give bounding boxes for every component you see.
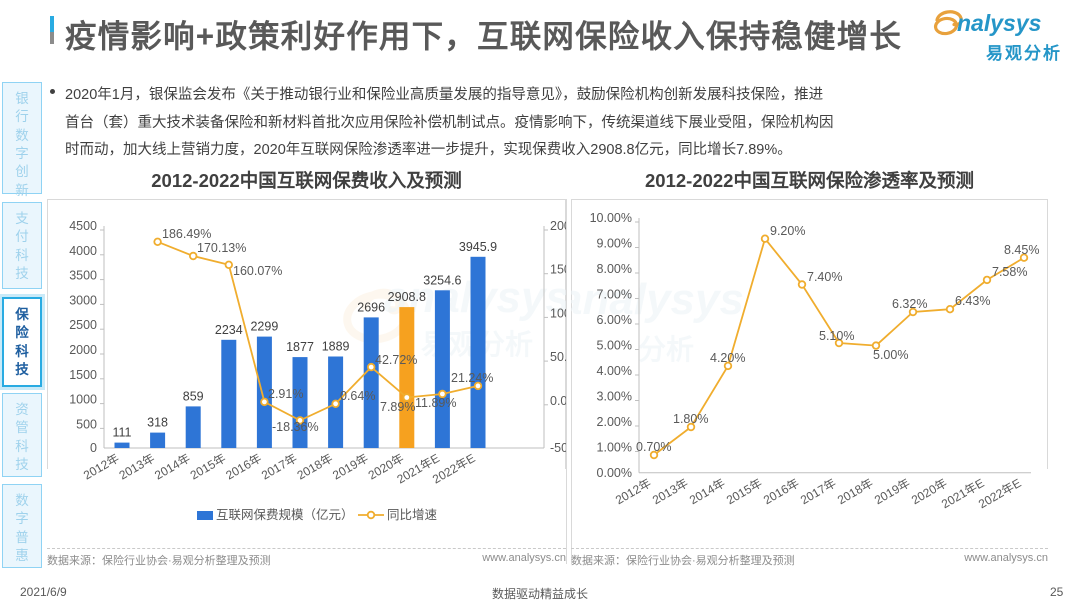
svg-text:2015年: 2015年 <box>188 451 229 482</box>
svg-text:2234: 2234 <box>215 323 243 337</box>
svg-text:2012年: 2012年 <box>613 476 654 507</box>
svg-text:2017年: 2017年 <box>798 476 839 507</box>
svg-text:2014年: 2014年 <box>687 476 728 507</box>
svg-text:2016年: 2016年 <box>223 451 264 482</box>
svg-text:3254.6: 3254.6 <box>423 273 461 287</box>
svg-text:1.00%: 1.00% <box>597 441 632 455</box>
svg-text:2019年: 2019年 <box>330 451 371 482</box>
svg-text:3.00%: 3.00% <box>597 390 632 404</box>
svg-text:2500: 2500 <box>69 318 97 332</box>
svg-text:4000: 4000 <box>69 244 97 258</box>
svg-text:同比增速: 同比增速 <box>387 507 438 522</box>
svg-text:111: 111 <box>112 426 131 440</box>
svg-text:1000: 1000 <box>69 393 97 407</box>
svg-text:-50.00%: -50.00% <box>550 441 566 455</box>
svg-text:9.20%: 9.20% <box>770 224 805 238</box>
svg-text:10.00%: 10.00% <box>590 211 632 225</box>
svg-text:42.72%: 42.72% <box>375 353 417 367</box>
svg-text:2908.8: 2908.8 <box>388 290 426 304</box>
svg-text:7.40%: 7.40% <box>807 270 842 284</box>
svg-text:4.20%: 4.20% <box>710 351 745 365</box>
svg-text:2013年: 2013年 <box>650 476 691 507</box>
svg-text:2014年: 2014年 <box>152 451 193 482</box>
svg-text:170.13%: 170.13% <box>197 241 246 255</box>
svg-text:0.00%: 0.00% <box>550 394 566 408</box>
svg-text:互联网保费规模（亿元）: 互联网保费规模（亿元） <box>216 507 354 522</box>
svg-text:4500: 4500 <box>69 219 97 233</box>
svg-text:3945.9: 3945.9 <box>459 240 497 254</box>
svg-text:2018年: 2018年 <box>835 476 876 507</box>
svg-text:859: 859 <box>183 389 204 403</box>
svg-text:1889: 1889 <box>322 340 350 354</box>
svg-text:2.00%: 2.00% <box>597 415 632 429</box>
svg-text:318: 318 <box>147 416 168 430</box>
svg-text:4.00%: 4.00% <box>597 364 632 378</box>
svg-text:186.49%: 186.49% <box>162 227 211 241</box>
svg-text:0: 0 <box>90 441 97 455</box>
svg-text:2016年: 2016年 <box>761 476 802 507</box>
svg-text:1.80%: 1.80% <box>673 412 708 426</box>
svg-text:2019年: 2019年 <box>872 476 913 507</box>
svg-text:2012年: 2012年 <box>81 451 122 482</box>
svg-text:0.00%: 0.00% <box>597 466 632 480</box>
svg-text:6.32%: 6.32% <box>892 297 927 311</box>
svg-text:9.00%: 9.00% <box>597 237 632 251</box>
svg-text:-18.36%: -18.36% <box>272 420 319 434</box>
svg-text:5.00%: 5.00% <box>597 339 632 353</box>
svg-text:2000: 2000 <box>69 343 97 357</box>
svg-text:2696: 2696 <box>357 300 385 314</box>
svg-text:2018年: 2018年 <box>295 451 336 482</box>
svg-text:2017年: 2017年 <box>259 451 300 482</box>
svg-text:11.89%: 11.89% <box>415 396 456 410</box>
svg-text:0.70%: 0.70% <box>636 440 671 454</box>
svg-text:5.10%: 5.10% <box>819 329 854 343</box>
svg-text:1500: 1500 <box>69 368 97 382</box>
svg-text:3500: 3500 <box>69 269 97 283</box>
svg-text:5.00%: 5.00% <box>873 348 908 362</box>
svg-text:7.00%: 7.00% <box>597 288 632 302</box>
svg-text:分析: 分析 <box>638 334 694 365</box>
svg-text:8.00%: 8.00% <box>597 262 632 276</box>
svg-text:2013年: 2013年 <box>117 451 158 482</box>
svg-text:1877: 1877 <box>286 340 314 354</box>
svg-text:100.00%: 100.00% <box>550 306 566 320</box>
svg-text:0.64%: 0.64% <box>340 389 375 403</box>
svg-text:7.89%: 7.89% <box>380 400 415 414</box>
svg-text:7.58%: 7.58% <box>992 265 1027 279</box>
svg-text:6.43%: 6.43% <box>955 294 990 308</box>
svg-text:150.00%: 150.00% <box>550 263 566 277</box>
svg-text:50.00%: 50.00% <box>550 350 566 364</box>
svg-text:2015年: 2015年 <box>724 476 765 507</box>
svg-text:2.91%: 2.91% <box>268 387 303 401</box>
svg-text:nalysys: nalysys <box>957 10 1041 36</box>
svg-text:2299: 2299 <box>250 320 278 334</box>
svg-text:8.45%: 8.45% <box>1004 243 1039 257</box>
svg-text:21.24%: 21.24% <box>451 371 493 385</box>
svg-text:6.00%: 6.00% <box>597 313 632 327</box>
svg-text:200.00%: 200.00% <box>550 219 566 233</box>
svg-text:2022年E: 2022年E <box>976 476 1023 511</box>
svg-text:3000: 3000 <box>69 293 97 307</box>
svg-text:160.07%: 160.07% <box>233 264 282 278</box>
svg-text:500: 500 <box>76 417 97 431</box>
